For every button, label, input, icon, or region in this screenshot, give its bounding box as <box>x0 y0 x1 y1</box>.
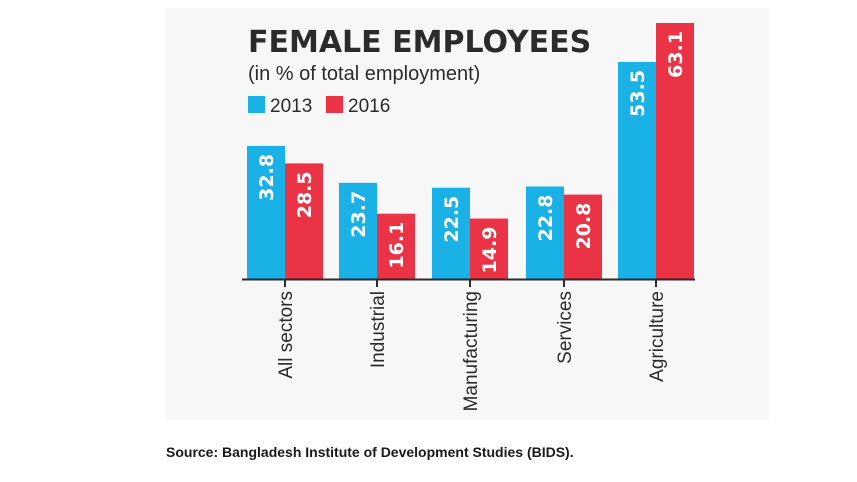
value-label-industrial-2013: 23.7 <box>348 191 370 238</box>
value-label-industrial-2016: 16.1 <box>386 222 408 269</box>
legend-swatch-2016 <box>326 96 343 113</box>
bars-group <box>247 23 694 280</box>
bar-manufacturing-2016 <box>470 218 508 279</box>
value-label-manufacturing-2013: 22.5 <box>441 196 463 243</box>
bar-services-2013 <box>526 186 564 279</box>
source-note: Source: Bangladesh Institute of Developm… <box>166 444 574 460</box>
category-label-services: Services <box>555 291 576 364</box>
chart-title: FEMALE EMPLOYEES <box>248 25 591 60</box>
bar-chart: FEMALE EMPLOYEES (in % of total employme… <box>242 23 695 411</box>
bar-agriculture-2013 <box>618 61 656 280</box>
value-label-services-2013: 22.8 <box>535 194 557 241</box>
bar-manufacturing-2013 <box>432 187 470 279</box>
category-label-manufacturing: Manufacturing <box>461 291 482 411</box>
value-label-agriculture-2013: 53.5 <box>627 70 649 117</box>
chart-subtitle: (in % of total employment) <box>248 63 480 85</box>
legend: 2013 2016 <box>248 96 390 117</box>
bar-all-sectors-2016 <box>285 163 323 279</box>
category-label-all-sectors: All sectors <box>276 291 297 379</box>
category-label-industrial: Industrial <box>368 291 389 368</box>
legend-swatch-2013 <box>248 96 265 113</box>
legend-label-2013: 2013 <box>270 96 312 117</box>
value-label-manufacturing-2016: 14.9 <box>479 227 501 274</box>
value-label-agriculture-2016: 63.1 <box>665 31 687 78</box>
bar-all-sectors-2013 <box>247 145 285 279</box>
bar-services-2016 <box>564 194 602 279</box>
bar-industrial-2013 <box>339 182 377 279</box>
bar-industrial-2016 <box>377 213 415 279</box>
bar-agriculture-2016 <box>656 23 694 279</box>
value-labels-group: 32.8 28.5 23.7 16.1 22.5 14.9 22.8 20.8 53.5 63.1 <box>256 31 687 273</box>
chart-panel: FEMALE EMPLOYEES (in % of total employme… <box>166 8 769 420</box>
category-labels-group: All sectors Industrial Manufacturing Servic… <box>276 291 668 411</box>
value-label-services-2016: 20.8 <box>573 203 595 250</box>
x-axis-ticks <box>284 279 657 287</box>
category-label-agriculture: Agriculture <box>647 291 668 382</box>
legend-label-2016: 2016 <box>348 96 390 117</box>
value-label-all-sectors-2016: 28.5 <box>294 171 316 218</box>
value-label-all-sectors-2013: 32.8 <box>256 154 278 201</box>
